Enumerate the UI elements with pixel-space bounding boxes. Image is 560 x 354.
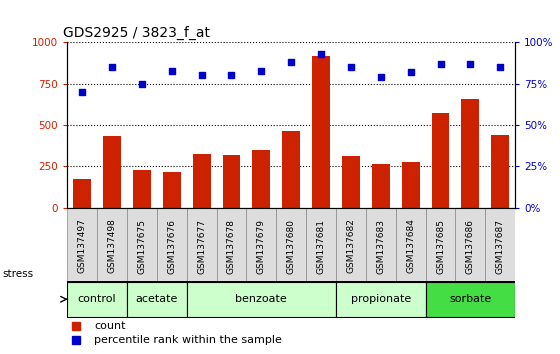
Point xyxy=(197,73,206,78)
FancyBboxPatch shape xyxy=(336,282,426,317)
FancyBboxPatch shape xyxy=(486,207,515,281)
Bar xyxy=(432,113,450,207)
Text: control: control xyxy=(78,294,116,304)
Bar xyxy=(163,172,181,207)
Bar xyxy=(312,56,330,207)
Text: GSM137676: GSM137676 xyxy=(167,218,176,274)
FancyBboxPatch shape xyxy=(246,207,276,281)
Point xyxy=(406,69,415,75)
FancyBboxPatch shape xyxy=(157,207,186,281)
Text: GSM137681: GSM137681 xyxy=(316,218,325,274)
Point xyxy=(287,59,296,65)
FancyBboxPatch shape xyxy=(127,282,186,317)
Point xyxy=(167,68,176,73)
FancyBboxPatch shape xyxy=(67,281,515,318)
FancyBboxPatch shape xyxy=(426,207,455,281)
FancyBboxPatch shape xyxy=(306,207,336,281)
FancyBboxPatch shape xyxy=(127,207,157,281)
Point xyxy=(436,61,445,67)
Text: GSM137685: GSM137685 xyxy=(436,218,445,274)
Bar xyxy=(282,131,300,207)
Text: GSM137680: GSM137680 xyxy=(287,218,296,274)
Text: percentile rank within the sample: percentile rank within the sample xyxy=(94,336,282,346)
Text: GSM137675: GSM137675 xyxy=(137,218,146,274)
Bar xyxy=(253,150,270,207)
FancyBboxPatch shape xyxy=(186,207,217,281)
Point xyxy=(466,61,475,67)
FancyBboxPatch shape xyxy=(67,207,97,281)
Bar xyxy=(103,136,121,207)
Point xyxy=(108,64,116,70)
Bar xyxy=(133,170,151,207)
FancyBboxPatch shape xyxy=(396,207,426,281)
Text: stress: stress xyxy=(3,269,34,279)
Text: GSM137686: GSM137686 xyxy=(466,218,475,274)
FancyBboxPatch shape xyxy=(366,207,396,281)
Text: GSM137498: GSM137498 xyxy=(108,218,116,273)
Text: acetate: acetate xyxy=(136,294,178,304)
Point xyxy=(316,51,325,57)
Bar xyxy=(222,155,240,207)
Point xyxy=(347,64,356,70)
Text: GSM137679: GSM137679 xyxy=(257,218,266,274)
Text: benzoate: benzoate xyxy=(235,294,287,304)
Bar xyxy=(491,135,509,207)
FancyBboxPatch shape xyxy=(97,207,127,281)
FancyBboxPatch shape xyxy=(455,207,486,281)
FancyBboxPatch shape xyxy=(186,282,336,317)
FancyBboxPatch shape xyxy=(217,207,246,281)
Text: sorbate: sorbate xyxy=(449,294,492,304)
Point xyxy=(376,74,385,80)
FancyBboxPatch shape xyxy=(276,207,306,281)
Bar xyxy=(193,154,211,207)
Text: GSM137684: GSM137684 xyxy=(406,218,415,273)
Point xyxy=(137,81,146,87)
FancyBboxPatch shape xyxy=(426,282,515,317)
Text: propionate: propionate xyxy=(351,294,411,304)
Text: GSM137682: GSM137682 xyxy=(347,218,356,273)
Point xyxy=(257,68,266,73)
Bar xyxy=(402,162,419,207)
Bar xyxy=(461,99,479,207)
Point xyxy=(78,89,87,95)
Text: GSM137683: GSM137683 xyxy=(376,218,385,274)
Text: GSM137687: GSM137687 xyxy=(496,218,505,274)
Text: GSM137497: GSM137497 xyxy=(78,218,87,273)
Text: GDS2925 / 3823_f_at: GDS2925 / 3823_f_at xyxy=(63,26,209,40)
Text: GSM137677: GSM137677 xyxy=(197,218,206,274)
Point xyxy=(496,64,505,70)
Bar xyxy=(372,164,390,207)
Bar xyxy=(342,156,360,207)
FancyBboxPatch shape xyxy=(67,282,127,317)
Bar xyxy=(73,179,91,207)
Point xyxy=(227,73,236,78)
Text: GSM137678: GSM137678 xyxy=(227,218,236,274)
FancyBboxPatch shape xyxy=(336,207,366,281)
Text: count: count xyxy=(94,321,125,331)
